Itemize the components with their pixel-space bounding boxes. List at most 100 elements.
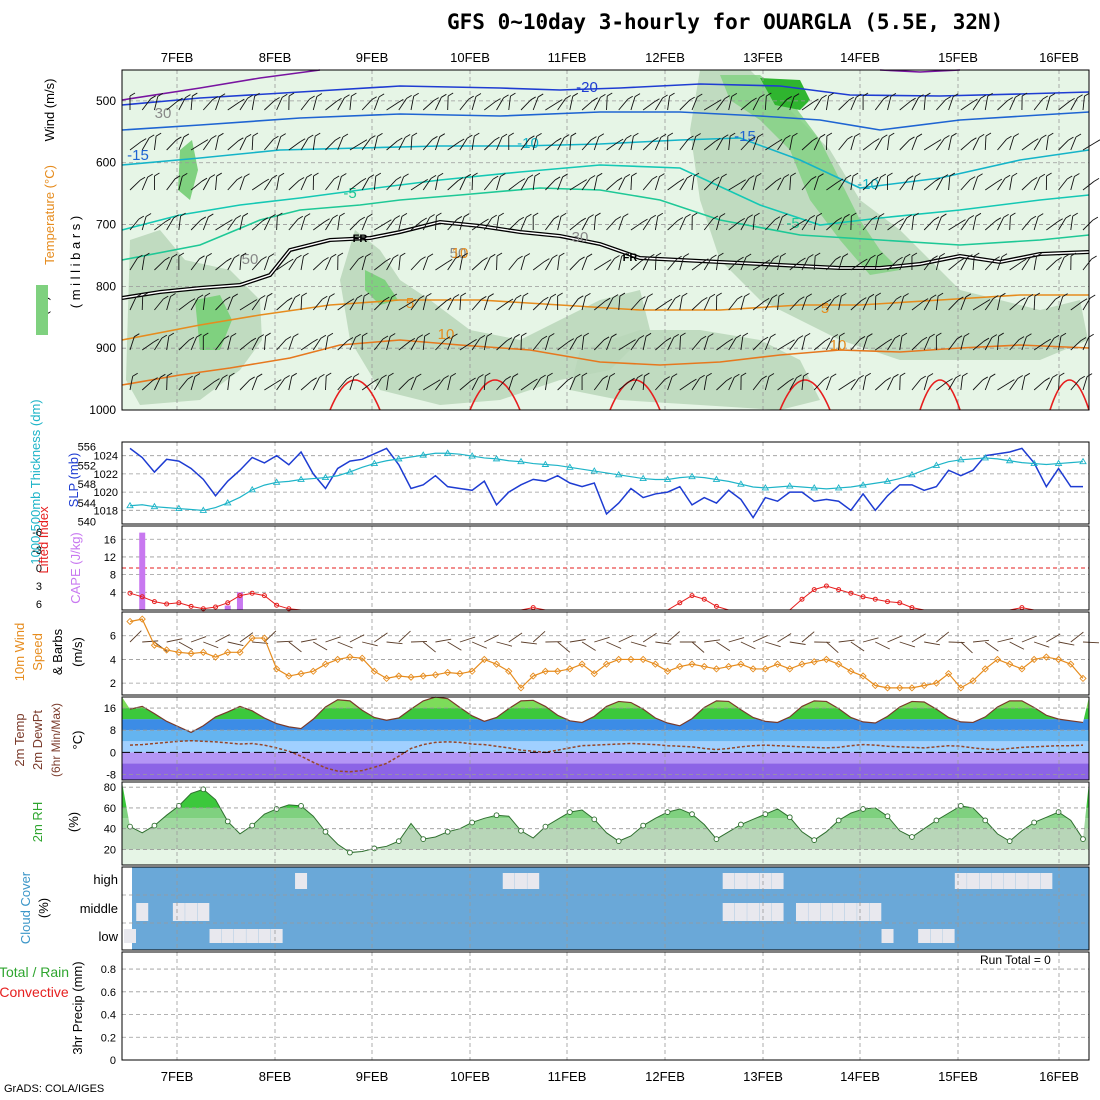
wind-barb-flag <box>550 293 557 298</box>
wind-barb <box>129 179 141 191</box>
wind-barb <box>386 296 393 311</box>
wind-barb <box>667 258 677 271</box>
wind-barb-flag <box>470 377 476 382</box>
cloud-cell <box>918 929 931 943</box>
wind-barb <box>190 376 196 391</box>
wind-speed-marker <box>786 665 794 673</box>
rh2m-marker <box>786 814 793 821</box>
wind-barb <box>337 97 345 111</box>
rh-band <box>122 849 1089 865</box>
wind-barb-flag <box>225 296 231 301</box>
wind-barb-flag <box>229 372 235 377</box>
cloud-cell <box>881 929 894 943</box>
wind-barb-flag <box>677 217 684 221</box>
wind-barb-flag <box>956 335 963 340</box>
wind-barb <box>300 177 308 191</box>
wind-barb-flag <box>441 93 447 98</box>
wind-barb <box>349 297 358 311</box>
wind-barb-10m <box>557 641 571 653</box>
wind-barb <box>618 256 623 271</box>
wind-barb <box>862 297 870 311</box>
wind-barb <box>838 256 844 271</box>
day-label-bottom: 8FEB <box>259 1069 292 1084</box>
ylabel-wind10m-c: & Barbs <box>50 628 65 675</box>
wind-barb-flag <box>1049 93 1056 97</box>
thickness-line <box>129 452 1084 512</box>
wind-barb <box>679 138 689 151</box>
wind-barb-flag <box>921 336 928 341</box>
slp-line <box>129 447 1083 520</box>
wind-speed-marker <box>920 681 928 690</box>
wind-barb-flag <box>904 253 911 258</box>
wind-barb <box>716 98 726 111</box>
wind-barb-flag <box>1089 294 1096 299</box>
wind-barb-10m <box>716 641 731 652</box>
lifted-index-marker <box>799 596 805 602</box>
legend-convective: Convective <box>0 984 69 1000</box>
wind-barb-flag <box>490 253 496 258</box>
wind-barb <box>997 256 1003 271</box>
wind-barb-flag <box>202 139 209 143</box>
wind-barb <box>288 180 300 191</box>
wind-barb-flag <box>972 98 978 103</box>
wind-barb-flag <box>641 257 647 262</box>
wind-barb-10m <box>532 630 546 643</box>
wind-barb <box>948 96 954 111</box>
wind-barb-flag <box>762 336 769 341</box>
wind-barb-flag <box>363 292 370 297</box>
wind-barb-flag <box>893 373 899 378</box>
thickness-marker <box>834 484 843 491</box>
wind-barb-flag <box>657 212 664 217</box>
wind-barb <box>606 95 608 111</box>
wind-barb-flag <box>384 296 390 301</box>
wind-barb <box>276 300 288 311</box>
wind-barb-flag <box>716 292 722 297</box>
wind-barb-flag <box>296 254 302 259</box>
wind-barb-10m <box>227 641 244 647</box>
wind-barb-flag <box>623 213 629 218</box>
wind-barb <box>398 137 406 151</box>
thickness-marker <box>419 451 428 458</box>
wind-barb <box>557 256 560 271</box>
wind-barb <box>386 179 397 191</box>
wind-barb-flag <box>1044 377 1050 382</box>
wind-barb <box>410 376 417 391</box>
wind-barb-flag <box>199 255 205 260</box>
wind-barb-flag <box>782 213 788 218</box>
wind-barb-flag <box>475 93 482 97</box>
wind-barb <box>960 257 968 271</box>
wind-barb-flag <box>747 214 753 219</box>
wind-barb <box>349 337 357 351</box>
wind-barb <box>435 300 447 311</box>
wind-barb-flag <box>1080 337 1087 341</box>
wind-barb-flag <box>188 336 195 341</box>
wind-speed-marker <box>749 665 757 673</box>
slp-tick-label: 1018 <box>94 505 118 517</box>
isotherm-warm-arc <box>609 379 661 411</box>
wind-barb-flag <box>959 257 965 262</box>
day-label-top: 13FEB <box>743 50 783 65</box>
temp-band <box>122 763 1089 780</box>
wind-barb <box>813 97 823 111</box>
wind-barb-flag <box>474 132 480 137</box>
wind-barb <box>349 142 363 151</box>
wind-barb <box>129 218 140 231</box>
wind-barb <box>764 336 771 351</box>
wind-barb-10m <box>1082 641 1100 644</box>
wind-barb <box>1033 177 1041 191</box>
contour-label: -5 <box>343 185 356 202</box>
wind-barb-flag <box>403 173 409 178</box>
temp-tick-label: 16 <box>104 703 116 715</box>
wind-barb-flag <box>223 335 230 340</box>
wind-barb <box>838 296 842 311</box>
wind-barb-flag <box>439 133 446 138</box>
wind-barb <box>471 299 482 311</box>
temp-band <box>122 708 1089 720</box>
wind-barb <box>728 337 737 351</box>
contour-label: 10 <box>830 337 847 354</box>
wind-barb-flag <box>756 172 762 177</box>
wind-barb <box>862 141 875 151</box>
wind-barb <box>1058 139 1069 151</box>
wind-barb <box>1070 378 1081 391</box>
day-label-bottom: 15FEB <box>938 1069 978 1084</box>
